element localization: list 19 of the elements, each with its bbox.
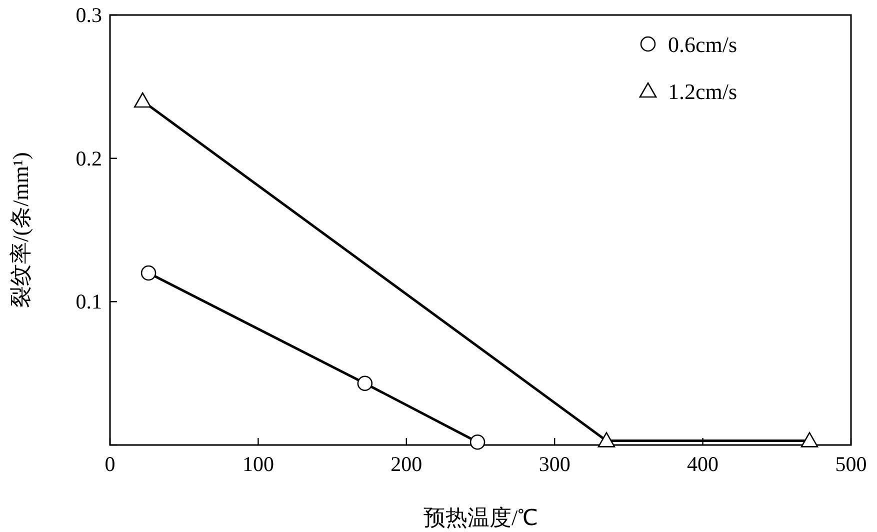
x-tick-label: 400	[687, 452, 719, 476]
y-tick-label: 0.3	[76, 3, 102, 27]
point	[598, 432, 616, 448]
y-axis-title: 裂纹率/(条/mm¹)	[8, 152, 33, 308]
x-tick-label: 200	[390, 452, 422, 476]
legend-label: 1.2cm/s	[668, 79, 738, 104]
point	[140, 265, 156, 281]
x-axis-title: 预热温度/℃	[423, 505, 538, 530]
point	[357, 376, 373, 392]
x-tick-label: 100	[242, 452, 274, 476]
x-tick-label: 300	[538, 452, 570, 476]
point	[800, 432, 818, 448]
y-tick-label: 0.2	[76, 146, 102, 170]
legend-label: 0.6cm/s	[668, 32, 738, 57]
point	[470, 434, 486, 450]
y-tick-label: 0.1	[76, 290, 102, 314]
x-tick-label: 0	[104, 452, 116, 476]
x-tick-label: 500	[835, 452, 867, 476]
point	[134, 92, 152, 108]
